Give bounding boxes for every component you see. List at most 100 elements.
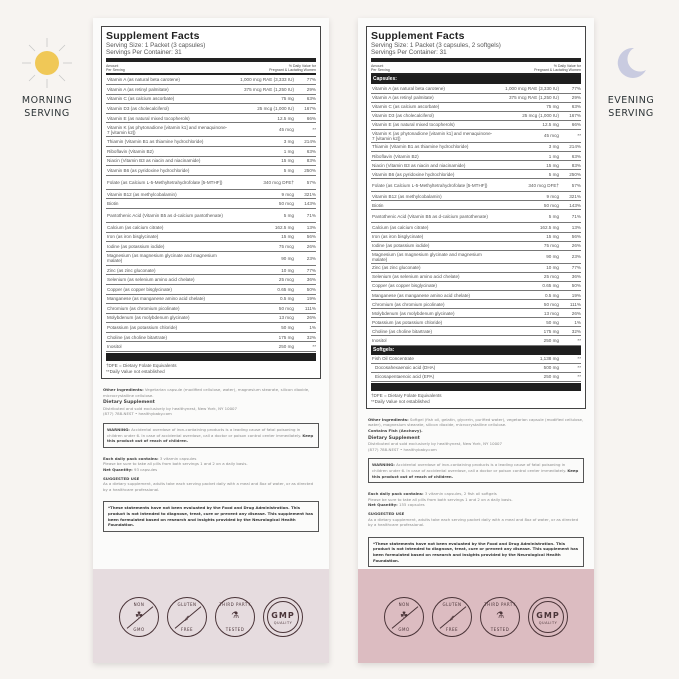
nutrient-row: Eicosapentaenoic acid (EPA) 250 mg ** bbox=[371, 373, 581, 382]
nutrient-daily-value: 36% bbox=[306, 277, 316, 283]
header-right: % Daily Value for Pregnant & Lactating Wo… bbox=[534, 64, 581, 72]
nutrient-amount: 90 mg bbox=[546, 254, 559, 260]
nutrient-row: Vitamin B6 (as pyridoxine hydrochloride)… bbox=[371, 170, 581, 180]
nutrient-daily-value: 143% bbox=[569, 202, 581, 208]
net-quantity: Net Quantity: 93 capsules bbox=[103, 467, 319, 473]
nutrient-daily-value: 13% bbox=[306, 224, 316, 230]
nutrient-daily-value: 26% bbox=[571, 310, 581, 316]
badge-inner-ring bbox=[267, 601, 299, 633]
thin-rule bbox=[371, 73, 581, 76]
nutrient-amount: 340 mcg DFE† bbox=[528, 182, 559, 188]
nutrient-daily-value: 214% bbox=[304, 139, 316, 145]
nutrient-daily-value: ** bbox=[577, 374, 581, 380]
warning-box: WARNING: Accidental overdose of iron-con… bbox=[368, 458, 584, 484]
nutrient-row: Inositol 250 mg ** bbox=[106, 342, 316, 353]
fda-disclaimer-box: *These statements have not been evaluate… bbox=[368, 536, 584, 568]
nutrient-amount: 50 mg bbox=[546, 319, 559, 325]
nutrient-name: Iron (as iron bisglycinate) bbox=[107, 234, 159, 240]
nutrient-name: Inositol bbox=[107, 344, 122, 350]
badge-top-text: THIRD PARTY bbox=[484, 602, 516, 607]
nutrient-row: Calcium (as calcium citrate) 162.5 mg 13% bbox=[106, 223, 316, 233]
nutrient-name: Docosahexaenoic acid (DHA) bbox=[375, 365, 436, 371]
nutrient-name: Molybdenum (as molybdenum glycinate) bbox=[372, 310, 455, 316]
nutrient-daily-value: ** bbox=[577, 365, 581, 371]
nutrient-daily-value: 56% bbox=[571, 234, 581, 240]
nutrient-name: Choline (as choline bitartrate) bbox=[107, 334, 168, 340]
sprout-icon: NON☘GMO bbox=[384, 597, 424, 637]
nutrient-amount: 50 mg bbox=[281, 325, 294, 331]
nutrient-amount: 162.5 mg bbox=[539, 224, 559, 230]
nutrient-name: Niacin (Vitamin B3 as niacin and niacina… bbox=[107, 158, 201, 164]
nutrient-row: Selenium (as selenium amino acid chelate… bbox=[106, 275, 316, 285]
nutrient-daily-value: ** bbox=[577, 356, 581, 362]
nutrient-daily-value: 32% bbox=[571, 328, 581, 334]
badge-top-text: GLUTEN bbox=[442, 602, 462, 607]
nutrient-name: Thiamin (Vitamin B1 as thiamine hydrochl… bbox=[372, 144, 469, 150]
contact-info: (877) 788-NEST • healthybaby.com bbox=[368, 446, 437, 452]
moon-icon bbox=[617, 47, 646, 78]
pack-line: Each daily pack contains: 3 vitamin caps… bbox=[103, 456, 319, 462]
pack-label: Each daily pack contains: bbox=[368, 491, 424, 497]
nutrient-daily-value: 1% bbox=[309, 325, 316, 331]
nutrient-row: Inositol 250 mg ** bbox=[371, 336, 581, 346]
warning-text: Accidental overdose of iron-containing p… bbox=[107, 427, 302, 438]
nutrient-row: Vitamin D3 (as cholecalciferol) 25 mcg (1… bbox=[371, 112, 581, 121]
nutrient-daily-value: 63% bbox=[306, 148, 316, 154]
pack-text: 3 vitamin capsules bbox=[159, 455, 197, 461]
other-ingredients: Other Ingredients: Vegetarian capsule (m… bbox=[101, 387, 321, 398]
nutrient-row: Thiamin (Vitamin B1 as thiamine hydrochl… bbox=[106, 137, 316, 147]
nutrient-row: Calcium (as calcium citrate) 162.5 mg 13% bbox=[371, 223, 581, 233]
nutrient-daily-value: 83% bbox=[306, 158, 316, 164]
nutrient-name: Fish Oil Concentrate bbox=[372, 356, 414, 362]
table-header: Amount Per Serving % Daily Value for Pregna… bbox=[371, 63, 581, 73]
nutrient-name: Vitamin C (as calcium ascorbate) bbox=[372, 104, 440, 110]
amount-label: Amount bbox=[371, 64, 384, 68]
nutrient-daily-value: 56% bbox=[306, 234, 316, 240]
nutrient-name: Niacin (Vitamin B3 as niacin and niacina… bbox=[372, 162, 466, 168]
nutrient-row: Vitamin K (as phytonadione [vitamin k1] … bbox=[106, 123, 316, 138]
nutrient-row: Folate (as Calcium L-5-Methyltetrahydrof… bbox=[371, 179, 581, 193]
nutrient-row: Fish Oil Concentrate 1,138 mg ** bbox=[371, 355, 581, 364]
nutrient-row: Niacin (Vitamin B3 as niacin and niacina… bbox=[106, 157, 316, 167]
nutrient-daily-value: 214% bbox=[569, 144, 581, 150]
nutrient-name: Calcium (as calcium citrate) bbox=[372, 224, 429, 230]
nutrient-name: Vitamin B12 (as methylcobalamin) bbox=[372, 193, 442, 199]
nutrient-daily-value: 77% bbox=[571, 85, 581, 91]
nutrient-row: Chromium (as chromium picolinate) 50 mcg 1… bbox=[371, 300, 581, 310]
footnotes: †DFE = Dietary Folate Equivalents **Daily… bbox=[371, 391, 581, 405]
daily-pack-info: Each daily pack contains: 3 vitamin caps… bbox=[366, 491, 586, 528]
nutrient-amount: 1,000 mcg RAE (3,330 IU) bbox=[505, 85, 559, 91]
bottom-rule bbox=[106, 353, 316, 362]
nutrient-daily-value: ** bbox=[577, 338, 581, 344]
nutrient-name: Vitamin C (as calcium ascorbate) bbox=[107, 96, 175, 102]
sprout-icon: NON☘GMO bbox=[119, 597, 159, 637]
morning-line1: MORNING bbox=[21, 95, 73, 106]
flask-check-icon-glyph: ⚗ bbox=[495, 611, 505, 621]
badge-inner-ring bbox=[532, 601, 564, 633]
nutrient-name: Thiamin (Vitamin B1 as thiamine hydrochl… bbox=[107, 139, 204, 145]
badge-bottom-text: GMO bbox=[398, 627, 410, 632]
nutrient-daily-value: 50% bbox=[571, 283, 581, 289]
nutrient-amount: 75 mcg bbox=[278, 243, 294, 249]
nutrient-amount: 375 mcg RAE (1,250 IU) bbox=[243, 86, 294, 92]
nutrient-amount: 75 mg bbox=[281, 96, 294, 102]
nutrient-amount: 5 mg bbox=[283, 212, 294, 218]
nutrient-name: Pantothenic Acid (Vitamin B5 as d-calciu… bbox=[372, 213, 488, 219]
nutrient-name: Manganese (as manganese amino acid chela… bbox=[107, 296, 206, 302]
distributor: Distributed and sold exclusively by heal… bbox=[368, 441, 502, 447]
nutrient-name: Folate (as Calcium L-5-Methyltetrahydrof… bbox=[372, 182, 488, 188]
nutrient-row: Copper (as copper bisglycinate) 0.65 mg 50… bbox=[371, 282, 581, 291]
nutrient-daily-value: 63% bbox=[571, 104, 581, 110]
nutrient-daily-value: 23% bbox=[571, 254, 581, 260]
nutrient-amount: 50 mcg bbox=[543, 202, 559, 208]
nutrient-amount: 0.65 mg bbox=[277, 286, 294, 292]
contact-info: (877) 788-NEST • healthybaby.com bbox=[103, 411, 172, 417]
nutrient-amount: 1 mg bbox=[548, 153, 559, 159]
table-header: Amount Per Serving % Daily Value for Pregna… bbox=[106, 63, 316, 73]
header-right: % Daily Value for Pregnant & Lactating Wo… bbox=[269, 64, 316, 72]
nutrient-daily-value: ** bbox=[312, 344, 316, 350]
nutrient-row: Potassium (as potassium chloride) 50 mg 1% bbox=[106, 323, 316, 333]
nutrient-name: Riboflavin (Vitamin B2) bbox=[107, 148, 154, 154]
nutrient-row: Biotin 50 mcg 143% bbox=[106, 199, 316, 209]
nutrient-name: Vitamin B12 (as methylcobalamin) bbox=[107, 191, 177, 197]
